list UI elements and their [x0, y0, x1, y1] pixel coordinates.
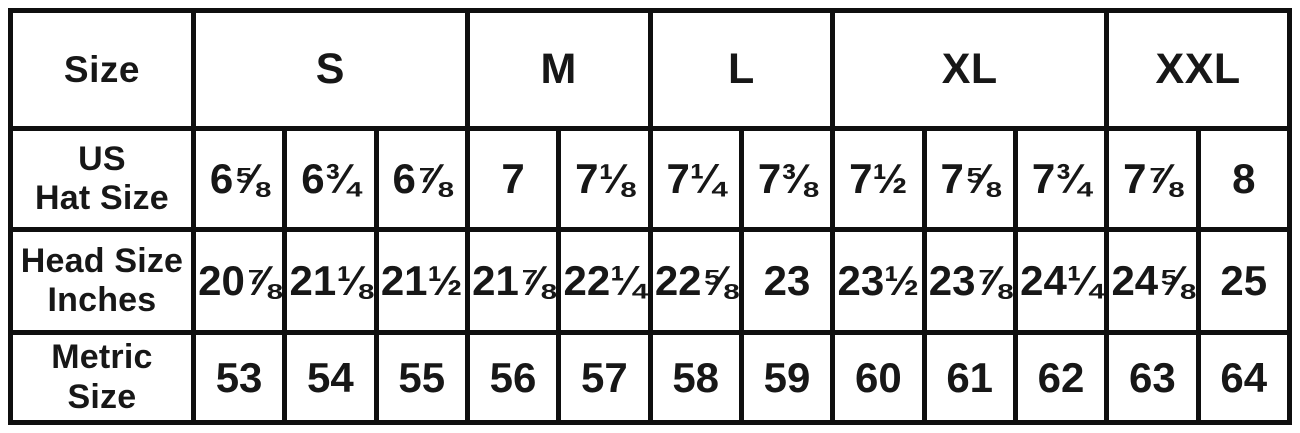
metric-size-cell: 63	[1104, 330, 1201, 425]
head-size-cell: 21⅛	[282, 227, 379, 335]
size-group-xl: XL	[830, 8, 1110, 131]
size-group-header-row: Size S M L XL XXL	[8, 8, 1292, 131]
us-hat-size-cell: 7	[464, 126, 562, 232]
size-group-xxl: XXL	[1104, 8, 1292, 131]
corner-label-size: Size	[8, 8, 196, 131]
row-label-line: Size	[67, 377, 137, 416]
us-hat-size-cell: 7¼	[647, 126, 744, 232]
head-size-cell: 23⅞	[921, 227, 1018, 335]
head-size-cell: 23½	[830, 227, 927, 335]
metric-size-cell: 62	[1012, 330, 1110, 425]
us-hat-size-cell: 6⅝	[190, 126, 288, 232]
metric-size-cell: 61	[921, 330, 1018, 425]
us-hat-size-cell: 7¾	[1012, 126, 1110, 232]
row-label-line: Metric	[51, 338, 153, 377]
us-hat-size-cell: 7⅞	[1104, 126, 1201, 232]
us-hat-size-cell: 6¾	[282, 126, 379, 232]
row-label-line: Hat Size	[35, 179, 169, 217]
row-label-line: Inches	[47, 281, 157, 319]
metric-size-row: Metric Size 53 54 55 56 57 58 59 60 61 6…	[8, 330, 1292, 425]
us-hat-size-cell: 7½	[830, 126, 927, 232]
head-size-cell: 22⅝	[647, 227, 744, 335]
us-hat-size-cell: 7⅝	[921, 126, 1018, 232]
metric-size-cell: 58	[647, 330, 744, 425]
us-hat-size-cell: 6⅞	[373, 126, 470, 232]
row-label-line: Head Size	[20, 241, 184, 280]
hat-size-conversion-table: Size S M L XL XXL US Hat Size 6⅝ 6¾ 6⅞ 7…	[8, 8, 1292, 425]
head-size-cell: 24¼	[1012, 227, 1110, 335]
head-size-cell: 21⅞	[464, 227, 562, 335]
us-hat-size-row: US Hat Size 6⅝ 6¾ 6⅞ 7 7⅛ 7¼ 7⅜ 7½ 7⅝ 7¾…	[8, 126, 1292, 232]
size-group-m: M	[464, 8, 653, 131]
size-group-l: L	[647, 8, 836, 131]
metric-size-cell: 57	[556, 330, 653, 425]
head-size-cell: 25	[1195, 227, 1292, 335]
metric-size-cell: 53	[190, 330, 288, 425]
head-size-inches-row: Head Size Inches 20⅞ 21⅛ 21½ 21⅞ 22¼ 22⅝…	[8, 227, 1292, 335]
us-hat-size-cell: 7⅜	[738, 126, 836, 232]
row-label-line: US	[78, 139, 126, 178]
us-hat-size-cell: 7⅛	[556, 126, 653, 232]
metric-size-cell: 60	[830, 330, 927, 425]
metric-size-cell: 64	[1195, 330, 1292, 425]
head-size-cell: 24⅝	[1104, 227, 1201, 335]
head-size-cell: 22¼	[556, 227, 653, 335]
metric-size-cell: 54	[282, 330, 379, 425]
us-hat-size-cell: 8	[1195, 126, 1292, 232]
row-label-metric-size: Metric Size	[8, 330, 196, 425]
metric-size-cell: 56	[464, 330, 562, 425]
head-size-cell: 23	[738, 227, 836, 335]
head-size-cell: 20⅞	[190, 227, 288, 335]
row-label-head-size-inches: Head Size Inches	[8, 227, 196, 335]
metric-size-cell: 55	[373, 330, 470, 425]
size-group-s: S	[190, 8, 470, 131]
row-label-us-hat-size: US Hat Size	[8, 126, 196, 232]
metric-size-cell: 59	[738, 330, 836, 425]
head-size-cell: 21½	[373, 227, 470, 335]
